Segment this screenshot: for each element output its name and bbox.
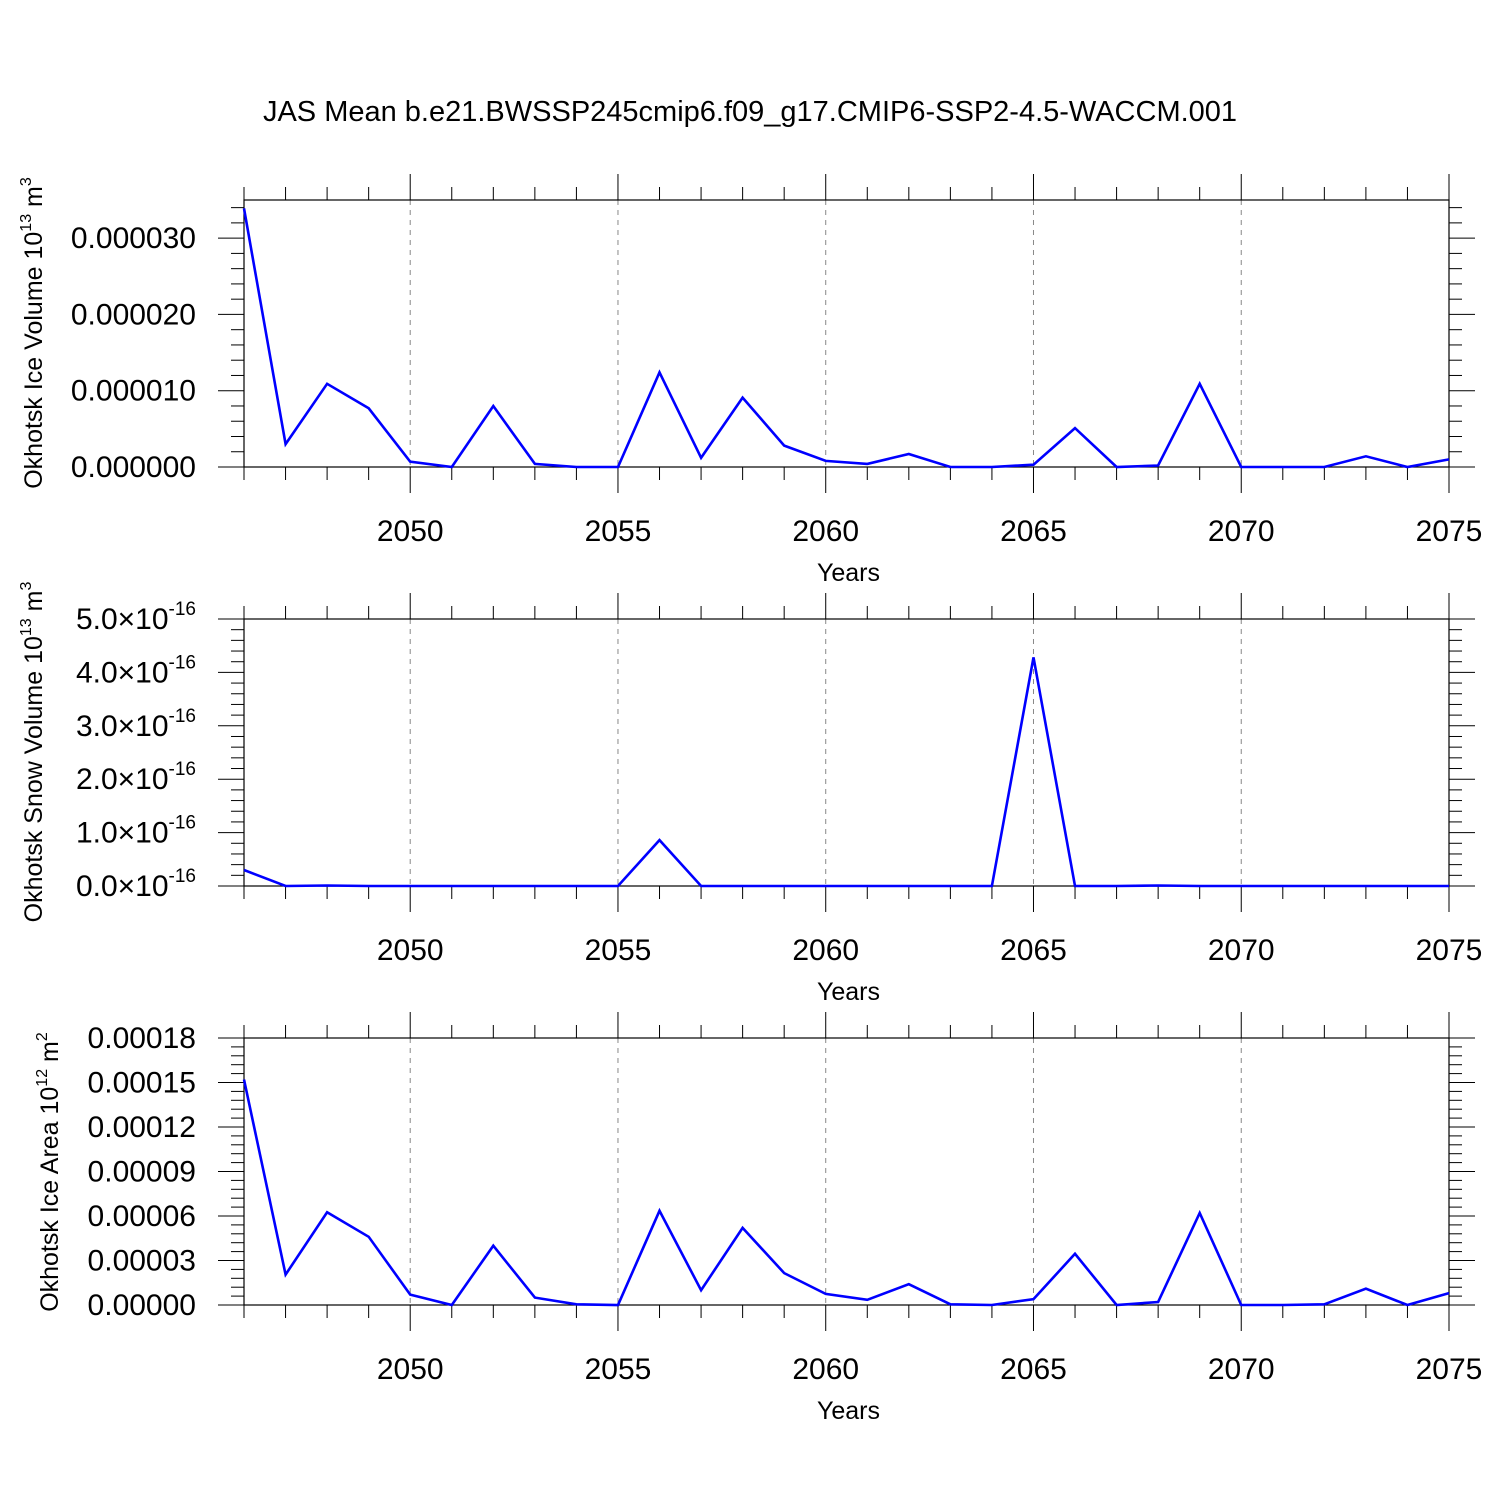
- x-tick-label: 2075: [1416, 515, 1483, 548]
- series-line: [242, 208, 1450, 469]
- x-axis-label: Years: [817, 559, 880, 587]
- y-tick-label: 0.000010: [71, 375, 196, 408]
- y-tick-label: 0.00018: [88, 1022, 196, 1055]
- x-tick-label: 2050: [377, 1353, 444, 1386]
- x-tick-label: 2060: [792, 1353, 859, 1386]
- y-tick-label: 0.00015: [88, 1067, 196, 1100]
- y-tick-label: 0.000030: [71, 222, 196, 255]
- y-tick-label: 1.0×10-16: [76, 813, 196, 850]
- y-tick-label: 4.0×10-16: [76, 652, 196, 689]
- page-title: JAS Mean b.e21.BWSSP245cmip6.f09_g17.CMI…: [262, 96, 1238, 128]
- series-line: [243, 657, 1449, 888]
- x-tick-label: 2065: [1000, 1353, 1067, 1386]
- y-tick-label: 0.0×10-16: [76, 866, 196, 903]
- plot-frame: [243, 618, 1450, 887]
- x-tick-label: 2060: [792, 515, 859, 548]
- x-axis-label: Years: [817, 978, 880, 1006]
- y-tick-label: 3.0×10-16: [76, 706, 196, 743]
- x-tick-label: 2070: [1208, 1353, 1275, 1386]
- y-tick-label: 0.000000: [71, 451, 196, 484]
- x-tick-label: 2055: [585, 1353, 652, 1386]
- panel-3: 0.00000 0.00003 0.00006 0.00009 0.00012 0.000…: [34, 1012, 1482, 1425]
- x-tick-label: 2055: [585, 515, 652, 548]
- y-tick-label: 0.00012: [88, 1111, 196, 1144]
- y-tick-label: 0.00003: [88, 1245, 196, 1278]
- x-tick-label: 2065: [1000, 934, 1067, 967]
- plot-frame: [243, 199, 1450, 468]
- y-tick-label: 0.00000: [88, 1289, 196, 1322]
- x-tick-label: 2065: [1000, 515, 1067, 548]
- x-tick-label: 2070: [1208, 934, 1275, 967]
- y-axis-label: Okhotsk Ice Area 1012 m2: [34, 1032, 64, 1312]
- y-tick-label: 0.00009: [88, 1156, 196, 1189]
- x-tick-label: 2060: [792, 934, 859, 967]
- series-line: [242, 1079, 1450, 1307]
- x-tick-label: 2075: [1416, 934, 1483, 967]
- x-tick-label: 2055: [585, 934, 652, 967]
- y-axis-label: Okhotsk Snow Volume 1013 m3: [18, 582, 48, 923]
- plot-frame: [243, 1037, 1450, 1306]
- y-tick-label: 0.000020: [71, 298, 196, 331]
- y-tick-label: 0.00006: [88, 1200, 196, 1233]
- y-tick-label: 2.0×10-16: [76, 759, 196, 796]
- x-tick-label: 2075: [1416, 1353, 1483, 1386]
- y-axis-label: Okhotsk Ice Volume 1013 m3: [18, 177, 48, 489]
- x-tick-label: 2050: [377, 515, 444, 548]
- x-axis-label: Years: [817, 1397, 880, 1425]
- panel-1: 0.000000 0.000010 0.000020 0.000030 2050 2055…: [18, 174, 1482, 587]
- y-tick-label: 5.0×10-16: [76, 599, 196, 636]
- x-tick-label: 2050: [377, 934, 444, 967]
- panel-2: 0.0×10-16 1.0×10-16 2.0×10-16 3.0×10-16 4.0×…: [18, 582, 1482, 1006]
- x-tick-label: 2070: [1208, 515, 1275, 548]
